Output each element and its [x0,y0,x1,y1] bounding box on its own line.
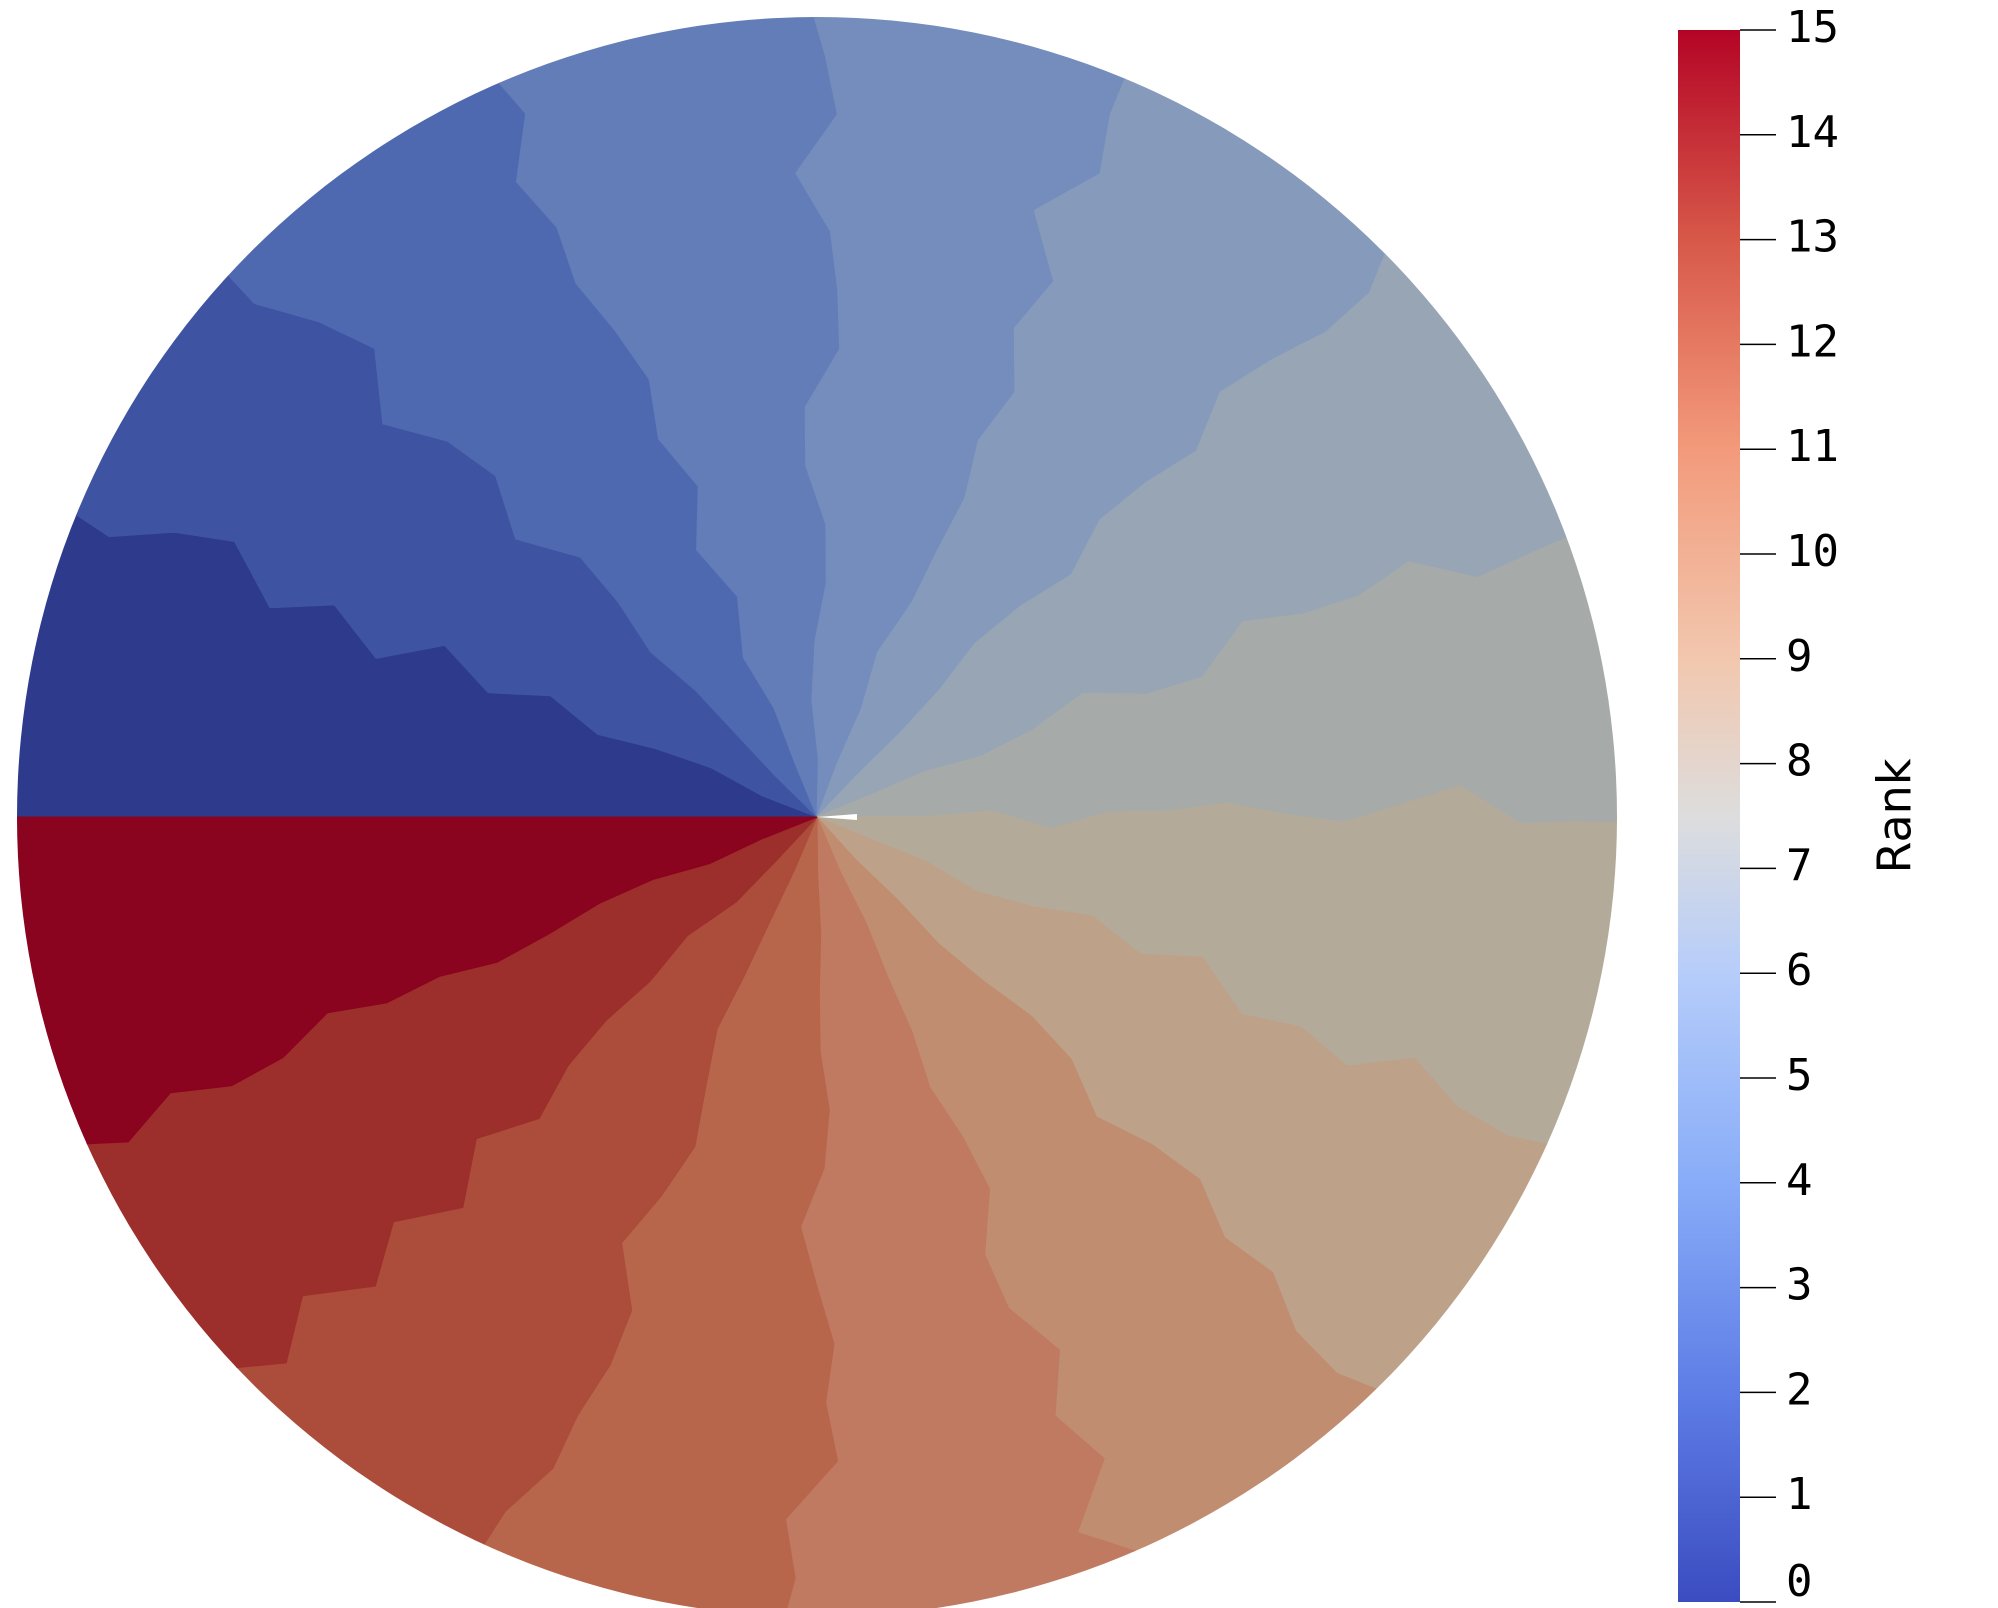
colorbar-tick-label: 7 [1786,840,1813,891]
colorbar-tick-label: 0 [1786,1556,1813,1607]
partition-disk [17,17,1617,1608]
colorbar-tick-label: 10 [1786,526,1839,577]
colorbar-tick-label: 5 [1786,1050,1813,1101]
colorbar-tick-label: 6 [1786,945,1813,996]
colorbar-tick-label: 8 [1786,736,1813,787]
colorbar-tick-label: 3 [1786,1260,1813,1311]
rank-sector-15 [17,816,818,1148]
colorbar-tick-label: 13 [1786,212,1839,263]
colorbar-tick-label: 2 [1786,1364,1813,1415]
colorbar-tick-label: 1 [1786,1469,1813,1520]
colorbar-tick-label: 9 [1786,631,1813,682]
colorbar-tick-label: 15 [1786,2,1839,53]
colorbar-title: Rank [1868,758,1922,873]
colorbar-tick-label: 14 [1786,107,1839,158]
center-notch [817,814,857,820]
colorbar-tick-label: 11 [1786,421,1839,472]
colorbar-tick-label: 4 [1786,1155,1813,1206]
colorbar-tick-label: 12 [1786,316,1839,367]
colorbar-gradient [1678,30,1740,1602]
